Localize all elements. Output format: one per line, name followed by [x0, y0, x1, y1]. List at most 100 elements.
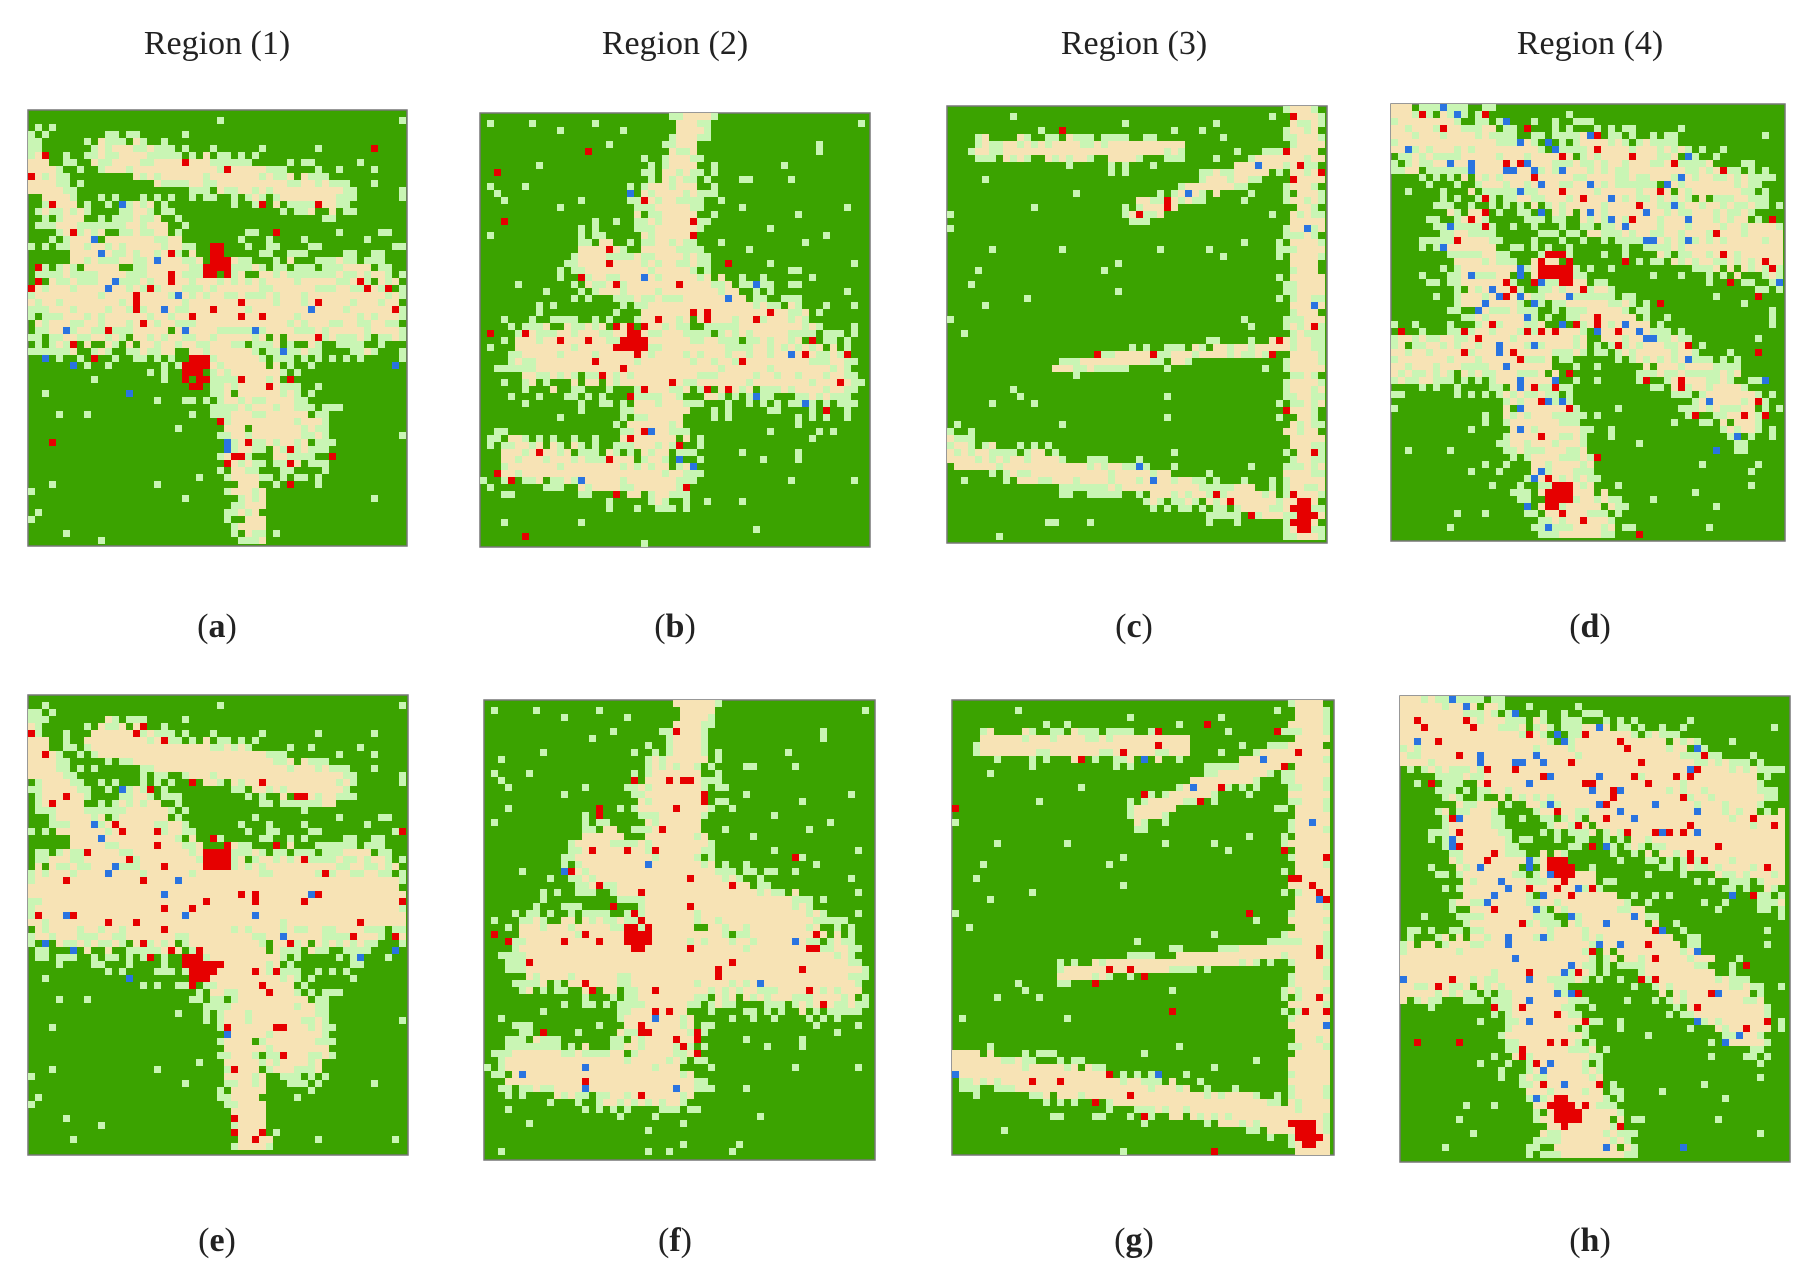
- map-cell: [522, 330, 529, 337]
- map-cell: [774, 309, 781, 316]
- map-cell: [627, 239, 634, 246]
- map-cell: [336, 292, 343, 299]
- map-cell: [1573, 146, 1580, 153]
- map-cell: [1297, 407, 1304, 414]
- map-cell: [343, 327, 350, 334]
- map-cell: [690, 204, 697, 211]
- map-cell: [669, 491, 676, 498]
- map-cell: [774, 407, 781, 414]
- map-cell: [1248, 176, 1255, 183]
- map-cell: [294, 390, 301, 397]
- map-cell: [1412, 363, 1419, 370]
- map-cell: [620, 351, 627, 358]
- map-cell: [1461, 265, 1468, 272]
- map-cell: [1318, 449, 1325, 456]
- map-cell: [1311, 183, 1318, 190]
- map-cell: [613, 477, 620, 484]
- map-cell: [189, 264, 196, 271]
- map-cell: [697, 386, 704, 393]
- map-cell: [1524, 349, 1531, 356]
- map-cell: [364, 271, 371, 278]
- map-cell: [322, 264, 329, 271]
- map-cell: [704, 288, 711, 295]
- map-cell: [1304, 449, 1311, 456]
- map-cell: [1594, 321, 1601, 328]
- map-cell: [1762, 272, 1769, 279]
- map-cell: [781, 351, 788, 358]
- map-cell: [1164, 491, 1171, 498]
- map-cell: [711, 316, 718, 323]
- map-cell: [641, 484, 648, 491]
- map-cell: [592, 456, 599, 463]
- map-cell: [35, 292, 42, 299]
- map-cell: [105, 236, 112, 243]
- map-cell: [1692, 244, 1699, 251]
- map-cell: [1755, 244, 1762, 251]
- map-cell: [1552, 279, 1559, 286]
- map-cell: [494, 365, 501, 372]
- map-cell: [620, 477, 627, 484]
- map-cell: [1419, 160, 1426, 167]
- map-cell: [774, 400, 781, 407]
- map-cell: [1580, 293, 1587, 300]
- map-cell: [1692, 349, 1699, 356]
- map-cell: [1748, 188, 1755, 195]
- map-cell: [1531, 181, 1538, 188]
- map-cell: [1304, 526, 1311, 533]
- map-cell: [697, 274, 704, 281]
- map-cell: [140, 159, 147, 166]
- map-cell: [1615, 160, 1622, 167]
- map-cell: [126, 215, 133, 222]
- map-cell: [704, 498, 711, 505]
- map-cell: [1489, 251, 1496, 258]
- map-cell: [655, 449, 662, 456]
- map-cell: [690, 274, 697, 281]
- map-cell: [77, 271, 84, 278]
- map-cell: [1587, 265, 1594, 272]
- map-cell: [1608, 265, 1615, 272]
- map-cell: [1045, 148, 1052, 155]
- map-cell: [301, 348, 308, 355]
- map-cell: [336, 229, 343, 236]
- map-cell: [315, 439, 322, 446]
- map-cell: [711, 407, 718, 414]
- map-cell: [1080, 134, 1087, 141]
- map-cell: [795, 323, 802, 330]
- map-cell: [1101, 470, 1108, 477]
- map-cell: [1475, 153, 1482, 160]
- map-cell: [203, 313, 210, 320]
- map-cell: [1426, 125, 1433, 132]
- map-cell: [1482, 328, 1489, 335]
- map-cell: [662, 169, 669, 176]
- map-cell: [161, 376, 168, 383]
- map-cell: [508, 470, 515, 477]
- map-cell: [140, 194, 147, 201]
- map-cell: [634, 295, 641, 302]
- map-cell: [641, 393, 648, 400]
- map-cell: [1559, 293, 1566, 300]
- map-cell: [49, 348, 56, 355]
- map-cell: [669, 442, 676, 449]
- map-cell: [35, 138, 42, 145]
- map-cell: [662, 400, 669, 407]
- map-cell: [392, 313, 399, 320]
- map-cell: [529, 316, 536, 323]
- map-cell: [84, 264, 91, 271]
- map-cell: [217, 397, 224, 404]
- map-cell: [1552, 216, 1559, 223]
- map-cell: [1073, 477, 1080, 484]
- map-cell: [648, 351, 655, 358]
- map-cell: [641, 351, 648, 358]
- map-cell: [1531, 328, 1538, 335]
- map-cell: [1297, 519, 1304, 526]
- map-cell: [1566, 202, 1573, 209]
- map-cell: [350, 194, 357, 201]
- map-cell: [543, 449, 550, 456]
- map-cell: [1412, 335, 1419, 342]
- map-cell: [1255, 351, 1262, 358]
- map-cell: [168, 285, 175, 292]
- map-cell: [84, 243, 91, 250]
- map-cell: [252, 194, 259, 201]
- map-cell: [690, 358, 697, 365]
- map-cell: [336, 187, 343, 194]
